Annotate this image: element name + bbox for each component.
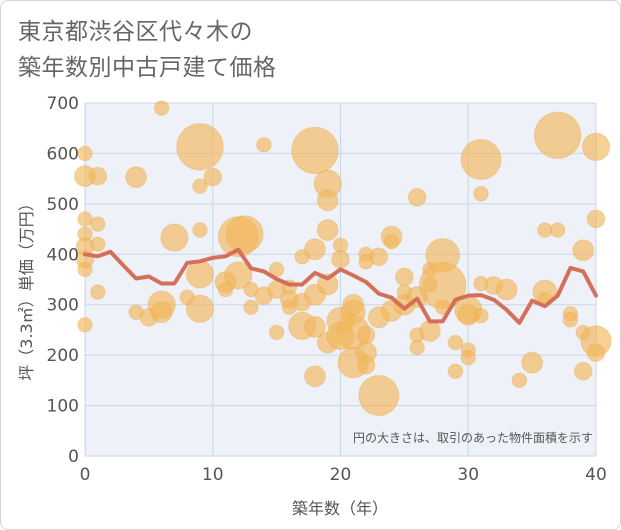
bubble-point bbox=[88, 166, 108, 186]
bubble-point bbox=[153, 100, 170, 116]
x-tick-label: 10 bbox=[202, 465, 224, 485]
bubble-point bbox=[358, 374, 400, 416]
y-tick-label: 700 bbox=[47, 94, 79, 114]
bubble-point bbox=[419, 320, 441, 342]
bubble-point bbox=[77, 145, 93, 162]
bubble-point bbox=[203, 167, 223, 187]
bubble-point bbox=[291, 126, 339, 175]
bubble-point bbox=[331, 250, 350, 269]
y-axis-label: 坪（3.3㎡）単価（万円） bbox=[17, 195, 36, 380]
bubble-point bbox=[562, 312, 579, 328]
bubble-point bbox=[77, 317, 93, 333]
bubble-point bbox=[521, 351, 544, 374]
bubble-point bbox=[90, 216, 106, 232]
x-axis-label: 築年数（年） bbox=[292, 499, 388, 518]
x-tick-labels: 0 10 20 30 40 bbox=[80, 465, 607, 485]
bubble-point bbox=[581, 132, 611, 161]
bubble-point bbox=[407, 188, 427, 207]
bubble-point bbox=[425, 237, 461, 273]
y-tick-label: 300 bbox=[47, 296, 79, 316]
bubble-point bbox=[473, 186, 489, 202]
bubble-point bbox=[316, 273, 339, 296]
bubble-point bbox=[447, 363, 464, 379]
bubble-point bbox=[533, 111, 582, 159]
bubble-point bbox=[460, 349, 476, 366]
bubble-point bbox=[125, 166, 148, 189]
bubble-point bbox=[460, 138, 502, 180]
bubble-point bbox=[225, 215, 264, 254]
y-tick-label: 400 bbox=[47, 245, 79, 265]
bubble-point bbox=[192, 178, 208, 194]
y-tick-label: 100 bbox=[47, 397, 79, 417]
chart-title: 東京都渋谷区代々木の 築年数別中古戸建て価格 bbox=[18, 14, 277, 86]
average-price-line bbox=[83, 247, 598, 325]
bubble-point bbox=[304, 238, 326, 261]
x-tick-label: 0 bbox=[80, 465, 91, 485]
bubble-point bbox=[185, 294, 215, 323]
bubble-point bbox=[176, 123, 224, 171]
bubble-point bbox=[447, 334, 464, 351]
bubble-point bbox=[395, 267, 414, 287]
x-tick-label: 20 bbox=[330, 465, 352, 485]
y-tick-label: 500 bbox=[47, 195, 79, 215]
bubble-point bbox=[573, 361, 593, 381]
bubble-point bbox=[572, 239, 595, 262]
bubble-point bbox=[185, 260, 215, 289]
bubble-point bbox=[243, 299, 259, 315]
bubble-point bbox=[224, 261, 253, 290]
bubble-point bbox=[316, 219, 339, 241]
bubble-point bbox=[495, 278, 518, 301]
bubble-point bbox=[150, 301, 173, 324]
x-tick-label: 30 bbox=[457, 465, 479, 485]
x-tick-label: 40 bbox=[585, 465, 607, 485]
bubble-point bbox=[586, 343, 606, 362]
bubble-point bbox=[90, 284, 106, 300]
y-tick-label: 200 bbox=[47, 346, 79, 366]
bubble-point bbox=[304, 365, 326, 388]
bubble-size-note: 円の大きさは、取引のあった物件面積を示す bbox=[353, 430, 593, 445]
title-line-2: 築年数別中古戸建て価格 bbox=[18, 55, 277, 81]
y-tick-label: 0 bbox=[68, 447, 79, 467]
bubble-point bbox=[268, 261, 285, 278]
bubble-point bbox=[549, 222, 566, 238]
title-line-1: 東京都渋谷区代々木の bbox=[18, 19, 253, 45]
bubble-point bbox=[586, 209, 606, 229]
bubble-point bbox=[90, 236, 106, 252]
bubble-point bbox=[537, 222, 553, 238]
bubble-point bbox=[316, 189, 339, 212]
bubbles bbox=[74, 100, 612, 416]
bubble-point bbox=[160, 223, 189, 252]
bubble-point bbox=[511, 372, 528, 389]
bubble-point bbox=[268, 324, 285, 341]
bubble-point bbox=[356, 325, 376, 345]
bubble-point bbox=[217, 281, 234, 298]
y-tick-labels: 0 100 200 300 400 500 600 700 bbox=[47, 94, 79, 467]
bubble-point bbox=[383, 233, 400, 250]
bubble-point bbox=[256, 137, 272, 153]
bubble-point bbox=[192, 222, 208, 238]
bubble-point bbox=[369, 247, 389, 267]
bubble-point bbox=[409, 339, 425, 356]
bubble-point bbox=[304, 316, 326, 338]
bubble-point bbox=[356, 355, 376, 375]
y-tick-label: 600 bbox=[47, 144, 79, 164]
bubble-point bbox=[77, 211, 93, 227]
bubble-point bbox=[473, 308, 489, 324]
bubble-point bbox=[77, 261, 93, 278]
